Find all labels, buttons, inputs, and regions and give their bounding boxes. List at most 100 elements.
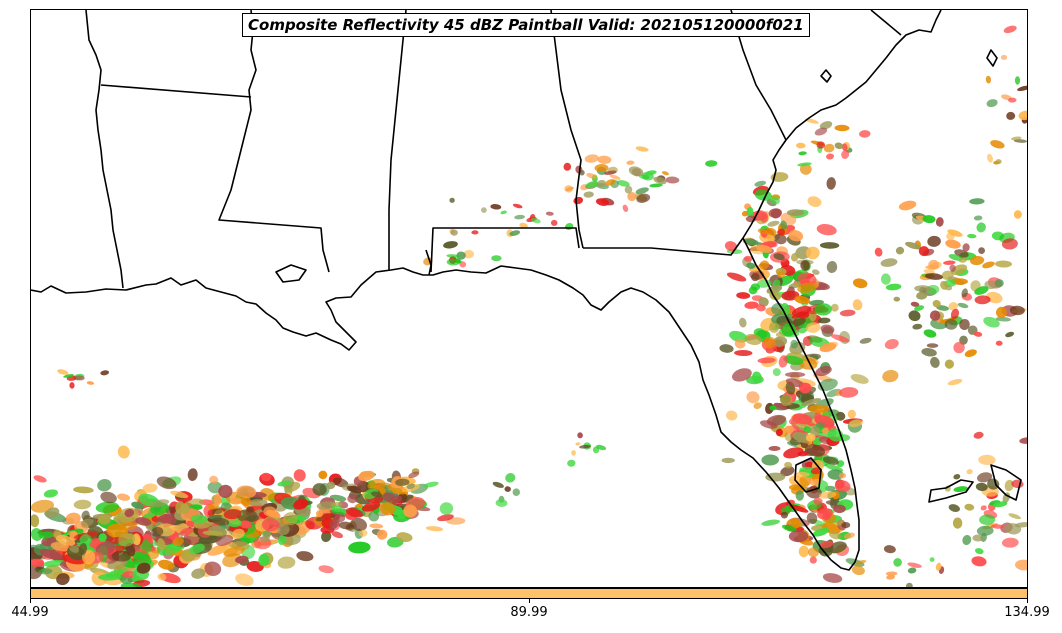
reflectivity-blob xyxy=(772,368,781,377)
reflectivity-blob xyxy=(918,246,930,257)
reflectivity-blob xyxy=(736,292,751,299)
reflectivity-blob xyxy=(744,333,762,345)
reflectivity-blob xyxy=(81,549,96,565)
reflectivity-blob xyxy=(573,196,584,205)
reflectivity-blob xyxy=(819,342,837,353)
reflectivity-blob xyxy=(1001,537,1019,548)
reflectivity-blob xyxy=(358,470,375,482)
reflectivity-blob xyxy=(246,506,255,513)
reflectivity-blob xyxy=(100,370,110,376)
reflectivity-blob xyxy=(799,163,812,175)
reflectivity-blob xyxy=(158,559,175,570)
state-border-fl-ga xyxy=(583,237,744,256)
reflectivity-blob xyxy=(758,297,769,307)
reflectivity-blob xyxy=(778,355,788,368)
reflectivity-blob xyxy=(293,469,306,482)
reflectivity-blob xyxy=(368,511,380,522)
reflectivity-blob xyxy=(910,301,920,307)
reflectivity-blob xyxy=(45,507,60,518)
reflectivity-blob xyxy=(367,478,386,492)
reflectivity-blob xyxy=(318,470,328,480)
reflectivity-blob xyxy=(959,319,970,330)
reflectivity-blob xyxy=(124,508,135,518)
reflectivity-blob xyxy=(995,306,1007,319)
reflectivity-blob xyxy=(187,468,198,481)
reflectivity-blob xyxy=(396,532,413,543)
reflectivity-blob xyxy=(597,155,612,165)
coastline-west xyxy=(31,237,860,571)
reflectivity-blob xyxy=(395,478,410,487)
reflectivity-blob xyxy=(941,270,954,281)
reflectivity-blob xyxy=(212,544,228,554)
reflectivity-blob xyxy=(232,528,245,539)
reflectivity-blob xyxy=(212,508,223,515)
reflectivity-blob xyxy=(797,162,812,167)
reflectivity-blob xyxy=(932,299,941,308)
reflectivity-blob xyxy=(819,540,834,549)
reflectivity-blob xyxy=(179,527,194,536)
reflectivity-blob xyxy=(223,509,242,520)
reflectivity-blob xyxy=(778,228,785,236)
reflectivity-blob xyxy=(338,521,353,530)
reflectivity-blob xyxy=(816,141,826,149)
reflectivity-blob xyxy=(550,219,558,226)
reflectivity-blob xyxy=(1011,136,1022,141)
reflectivity-blob xyxy=(79,534,92,546)
reflectivity-blob xyxy=(830,303,839,312)
reflectivity-blob xyxy=(995,340,1003,346)
state-border-al-ga xyxy=(550,10,584,249)
reflectivity-blob xyxy=(277,556,296,569)
reflectivity-blob xyxy=(258,553,270,567)
reflectivity-blob xyxy=(835,411,846,421)
reflectivity-blob xyxy=(772,336,788,347)
reflectivity-blob xyxy=(986,99,998,108)
reflectivity-blob xyxy=(818,545,833,557)
reflectivity-blob xyxy=(142,483,158,493)
reflectivity-blob xyxy=(425,526,444,532)
reflectivity-blob xyxy=(719,344,734,353)
reflectivity-blob xyxy=(799,382,812,394)
reflectivity-blob xyxy=(665,176,680,184)
reflectivity-blob xyxy=(161,543,182,556)
reflectivity-blob xyxy=(56,534,76,546)
reflectivity-blob xyxy=(995,316,1011,322)
reflectivity-blob xyxy=(111,550,131,562)
reflectivity-blob xyxy=(966,469,973,475)
reflectivity-blob xyxy=(905,241,921,250)
reflectivity-blob xyxy=(805,246,820,260)
reflectivity-blob xyxy=(804,118,819,124)
reflectivity-blob xyxy=(946,232,955,241)
reflectivity-blob xyxy=(143,512,157,519)
reflectivity-blob xyxy=(331,505,343,513)
reflectivity-blob xyxy=(952,517,963,529)
reflectivity-blob xyxy=(1005,331,1015,338)
reflectivity-blob xyxy=(980,505,987,511)
reflectivity-blob xyxy=(807,547,819,558)
reflectivity-blob xyxy=(388,495,403,504)
reflectivity-blob xyxy=(982,261,995,269)
reflectivity-blob xyxy=(953,486,969,493)
reflectivity-blob xyxy=(776,271,786,279)
reflectivity-blob xyxy=(883,545,896,554)
reflectivity-blob xyxy=(819,121,833,130)
reflectivity-blob xyxy=(971,556,987,567)
reflectivity-blob xyxy=(1015,559,1027,571)
lake-okeechobee xyxy=(794,457,822,493)
reflectivity-blob xyxy=(514,214,525,220)
reflectivity-blob xyxy=(967,233,977,239)
reflectivity-blob xyxy=(823,143,835,153)
reflectivity-blob xyxy=(605,179,616,186)
reflectivity-blob xyxy=(519,222,528,229)
reflectivity-blob xyxy=(898,200,917,211)
reflectivity-blob xyxy=(239,520,252,529)
reflectivity-blob xyxy=(885,283,902,291)
reflectivity-blob xyxy=(157,573,167,581)
reflectivity-blob xyxy=(984,280,998,290)
reflectivity-blob xyxy=(361,501,381,512)
reflectivity-blob xyxy=(757,228,768,235)
reflectivity-blob xyxy=(724,241,738,252)
reflectivity-blob xyxy=(1006,111,1016,120)
reflectivity-blob xyxy=(705,160,718,167)
reflectivity-blob xyxy=(1005,523,1022,535)
reflectivity-blob xyxy=(859,337,872,344)
